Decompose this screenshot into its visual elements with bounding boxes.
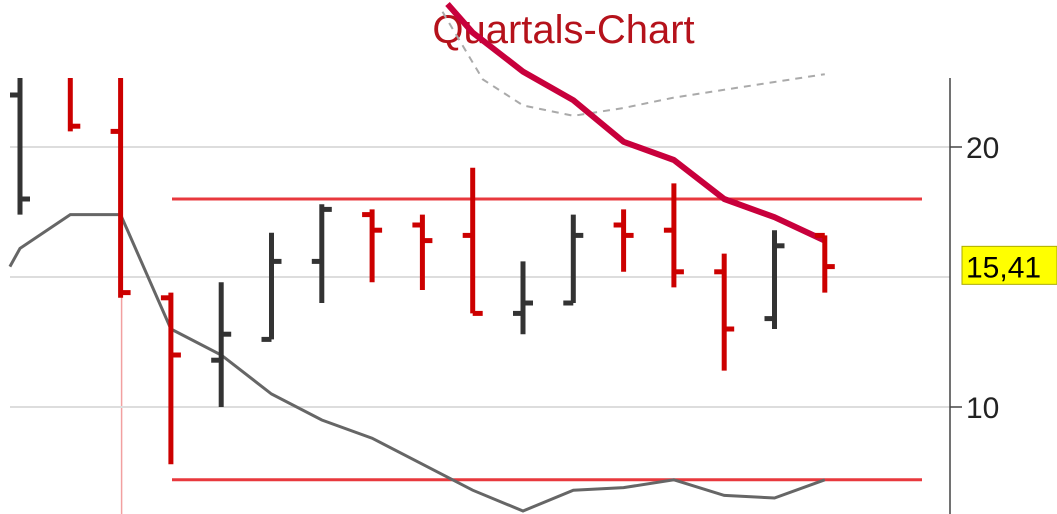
moving-average-dashed-line bbox=[441, 11, 825, 117]
grid-layer bbox=[10, 78, 950, 514]
ohlc-bar-13 bbox=[663, 183, 684, 288]
ohlc-bar-9 bbox=[462, 167, 483, 316]
current-price-badge bbox=[961, 245, 1057, 285]
ohlc-bar-12 bbox=[613, 209, 634, 272]
ohlc-bar-8 bbox=[412, 214, 433, 290]
ohlc-bar-6 bbox=[311, 204, 332, 303]
ohlc-bar-10 bbox=[513, 261, 533, 335]
relative-strength-line bbox=[8, 213, 826, 513]
y-axis: 10 20 15,41 bbox=[949, 78, 1057, 514]
ohlc-bar-16 bbox=[814, 232, 835, 293]
ohlc-bar-11 bbox=[563, 214, 584, 306]
ohlc-bar-7 bbox=[362, 209, 383, 283]
y-tick-label-10: 10 bbox=[966, 392, 999, 425]
ohlc-bar-0 bbox=[10, 78, 30, 215]
chart-title: Quartals-Chart bbox=[432, 8, 695, 52]
ohlc-bar-1 bbox=[67, 78, 81, 132]
ohlc-bar-15 bbox=[764, 230, 785, 329]
level-layer bbox=[172, 197, 922, 482]
ohlc-bar-14 bbox=[714, 253, 735, 371]
ohlc-bar-5 bbox=[261, 232, 282, 342]
ohlc-bar-4 bbox=[211, 282, 232, 407]
ohlc-bar-3 bbox=[160, 292, 181, 465]
y-tick-label-20: 20 bbox=[966, 132, 999, 165]
ohlc-bar-2 bbox=[110, 78, 131, 298]
current-price-label: 15,41 bbox=[966, 251, 1041, 284]
moving-average-line bbox=[445, 2, 827, 244]
line-layer bbox=[8, 2, 827, 513]
bar-layer bbox=[10, 78, 835, 465]
